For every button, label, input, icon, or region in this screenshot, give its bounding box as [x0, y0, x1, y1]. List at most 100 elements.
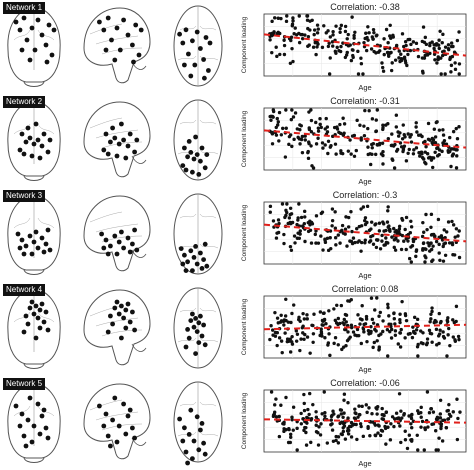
- brain-node: [116, 423, 122, 429]
- brain-node: [35, 137, 41, 143]
- data-point: [299, 137, 304, 142]
- brain-node: [190, 169, 195, 175]
- data-point: [431, 258, 435, 262]
- data-point: [389, 324, 393, 329]
- data-point: [276, 230, 281, 235]
- data-point: [399, 145, 404, 149]
- network-row: Network 2 Correlation: -0.31 Component loa…: [0, 94, 474, 186]
- data-point: [323, 143, 327, 147]
- brain-node: [37, 325, 43, 331]
- data-point: [353, 30, 357, 34]
- data-point: [366, 126, 370, 131]
- data-point: [388, 23, 392, 28]
- data-point: [439, 319, 443, 324]
- data-point: [328, 236, 332, 240]
- data-point: [447, 412, 452, 416]
- data-point: [424, 212, 428, 217]
- brain-node: [119, 121, 124, 127]
- data-point: [419, 341, 424, 345]
- data-point: [448, 55, 453, 60]
- data-point: [305, 421, 309, 425]
- brain-node: [33, 229, 39, 235]
- data-point: [331, 439, 336, 443]
- data-point: [341, 133, 346, 137]
- data-point: [316, 443, 321, 447]
- data-point: [273, 310, 277, 315]
- data-point: [277, 336, 282, 340]
- data-point: [388, 229, 392, 233]
- data-point: [389, 68, 394, 73]
- data-point: [275, 343, 279, 348]
- data-point: [453, 67, 458, 72]
- data-point: [309, 144, 313, 148]
- brain-node: [101, 27, 107, 33]
- brain-node: [45, 227, 51, 233]
- data-point: [351, 423, 355, 427]
- brain-node: [19, 237, 25, 243]
- brain-node: [194, 329, 200, 334]
- data-point: [309, 440, 313, 445]
- data-point: [334, 24, 338, 28]
- brain-node: [19, 47, 25, 53]
- brain-node: [17, 423, 23, 429]
- data-point: [450, 241, 454, 245]
- brain-node: [188, 318, 194, 323]
- data-point: [438, 328, 442, 332]
- brain-node: [182, 62, 187, 68]
- data-point: [312, 28, 317, 32]
- data-point: [414, 41, 419, 46]
- data-point: [287, 216, 292, 220]
- data-point: [355, 327, 360, 332]
- data-point: [358, 123, 362, 127]
- data-point: [322, 390, 326, 394]
- data-point: [283, 314, 288, 318]
- data-point: [346, 330, 350, 334]
- data-point: [326, 139, 331, 143]
- data-point: [298, 229, 302, 233]
- brain-node: [35, 401, 41, 407]
- data-point: [369, 296, 374, 300]
- data-point: [398, 320, 402, 325]
- data-point: [360, 304, 364, 308]
- data-point: [372, 421, 377, 425]
- data-point: [382, 243, 386, 247]
- data-point: [284, 19, 289, 24]
- brain-node: [43, 42, 49, 48]
- brain-node: [97, 19, 102, 25]
- data-point: [437, 148, 442, 152]
- data-point: [276, 16, 280, 20]
- data-point: [440, 439, 445, 443]
- data-point: [284, 297, 288, 301]
- data-point: [330, 207, 335, 211]
- data-point: [311, 340, 315, 344]
- data-point: [271, 413, 276, 417]
- data-point: [397, 56, 401, 60]
- data-point: [443, 235, 447, 240]
- brain-node: [132, 227, 137, 233]
- data-point: [323, 127, 327, 131]
- brain-node: [194, 29, 200, 35]
- brain-node: [121, 401, 126, 407]
- y-axis-label: Component loading: [241, 16, 248, 73]
- data-point: [290, 22, 295, 26]
- data-point: [387, 54, 391, 58]
- data-point: [387, 322, 391, 326]
- data-point: [369, 325, 373, 329]
- data-point: [272, 410, 277, 414]
- data-point: [309, 220, 314, 225]
- brain-node: [39, 32, 45, 38]
- data-point: [320, 334, 324, 338]
- data-point: [370, 117, 375, 121]
- data-point: [334, 321, 339, 325]
- data-point: [434, 42, 439, 46]
- data-point: [409, 133, 413, 137]
- data-point: [437, 46, 441, 51]
- data-point: [348, 239, 352, 243]
- brain-node: [31, 423, 37, 429]
- data-point: [393, 58, 398, 62]
- brain-node: [207, 40, 213, 46]
- brain-node: [202, 165, 208, 171]
- data-point: [416, 354, 420, 358]
- data-point: [367, 332, 371, 336]
- data-point: [317, 425, 321, 429]
